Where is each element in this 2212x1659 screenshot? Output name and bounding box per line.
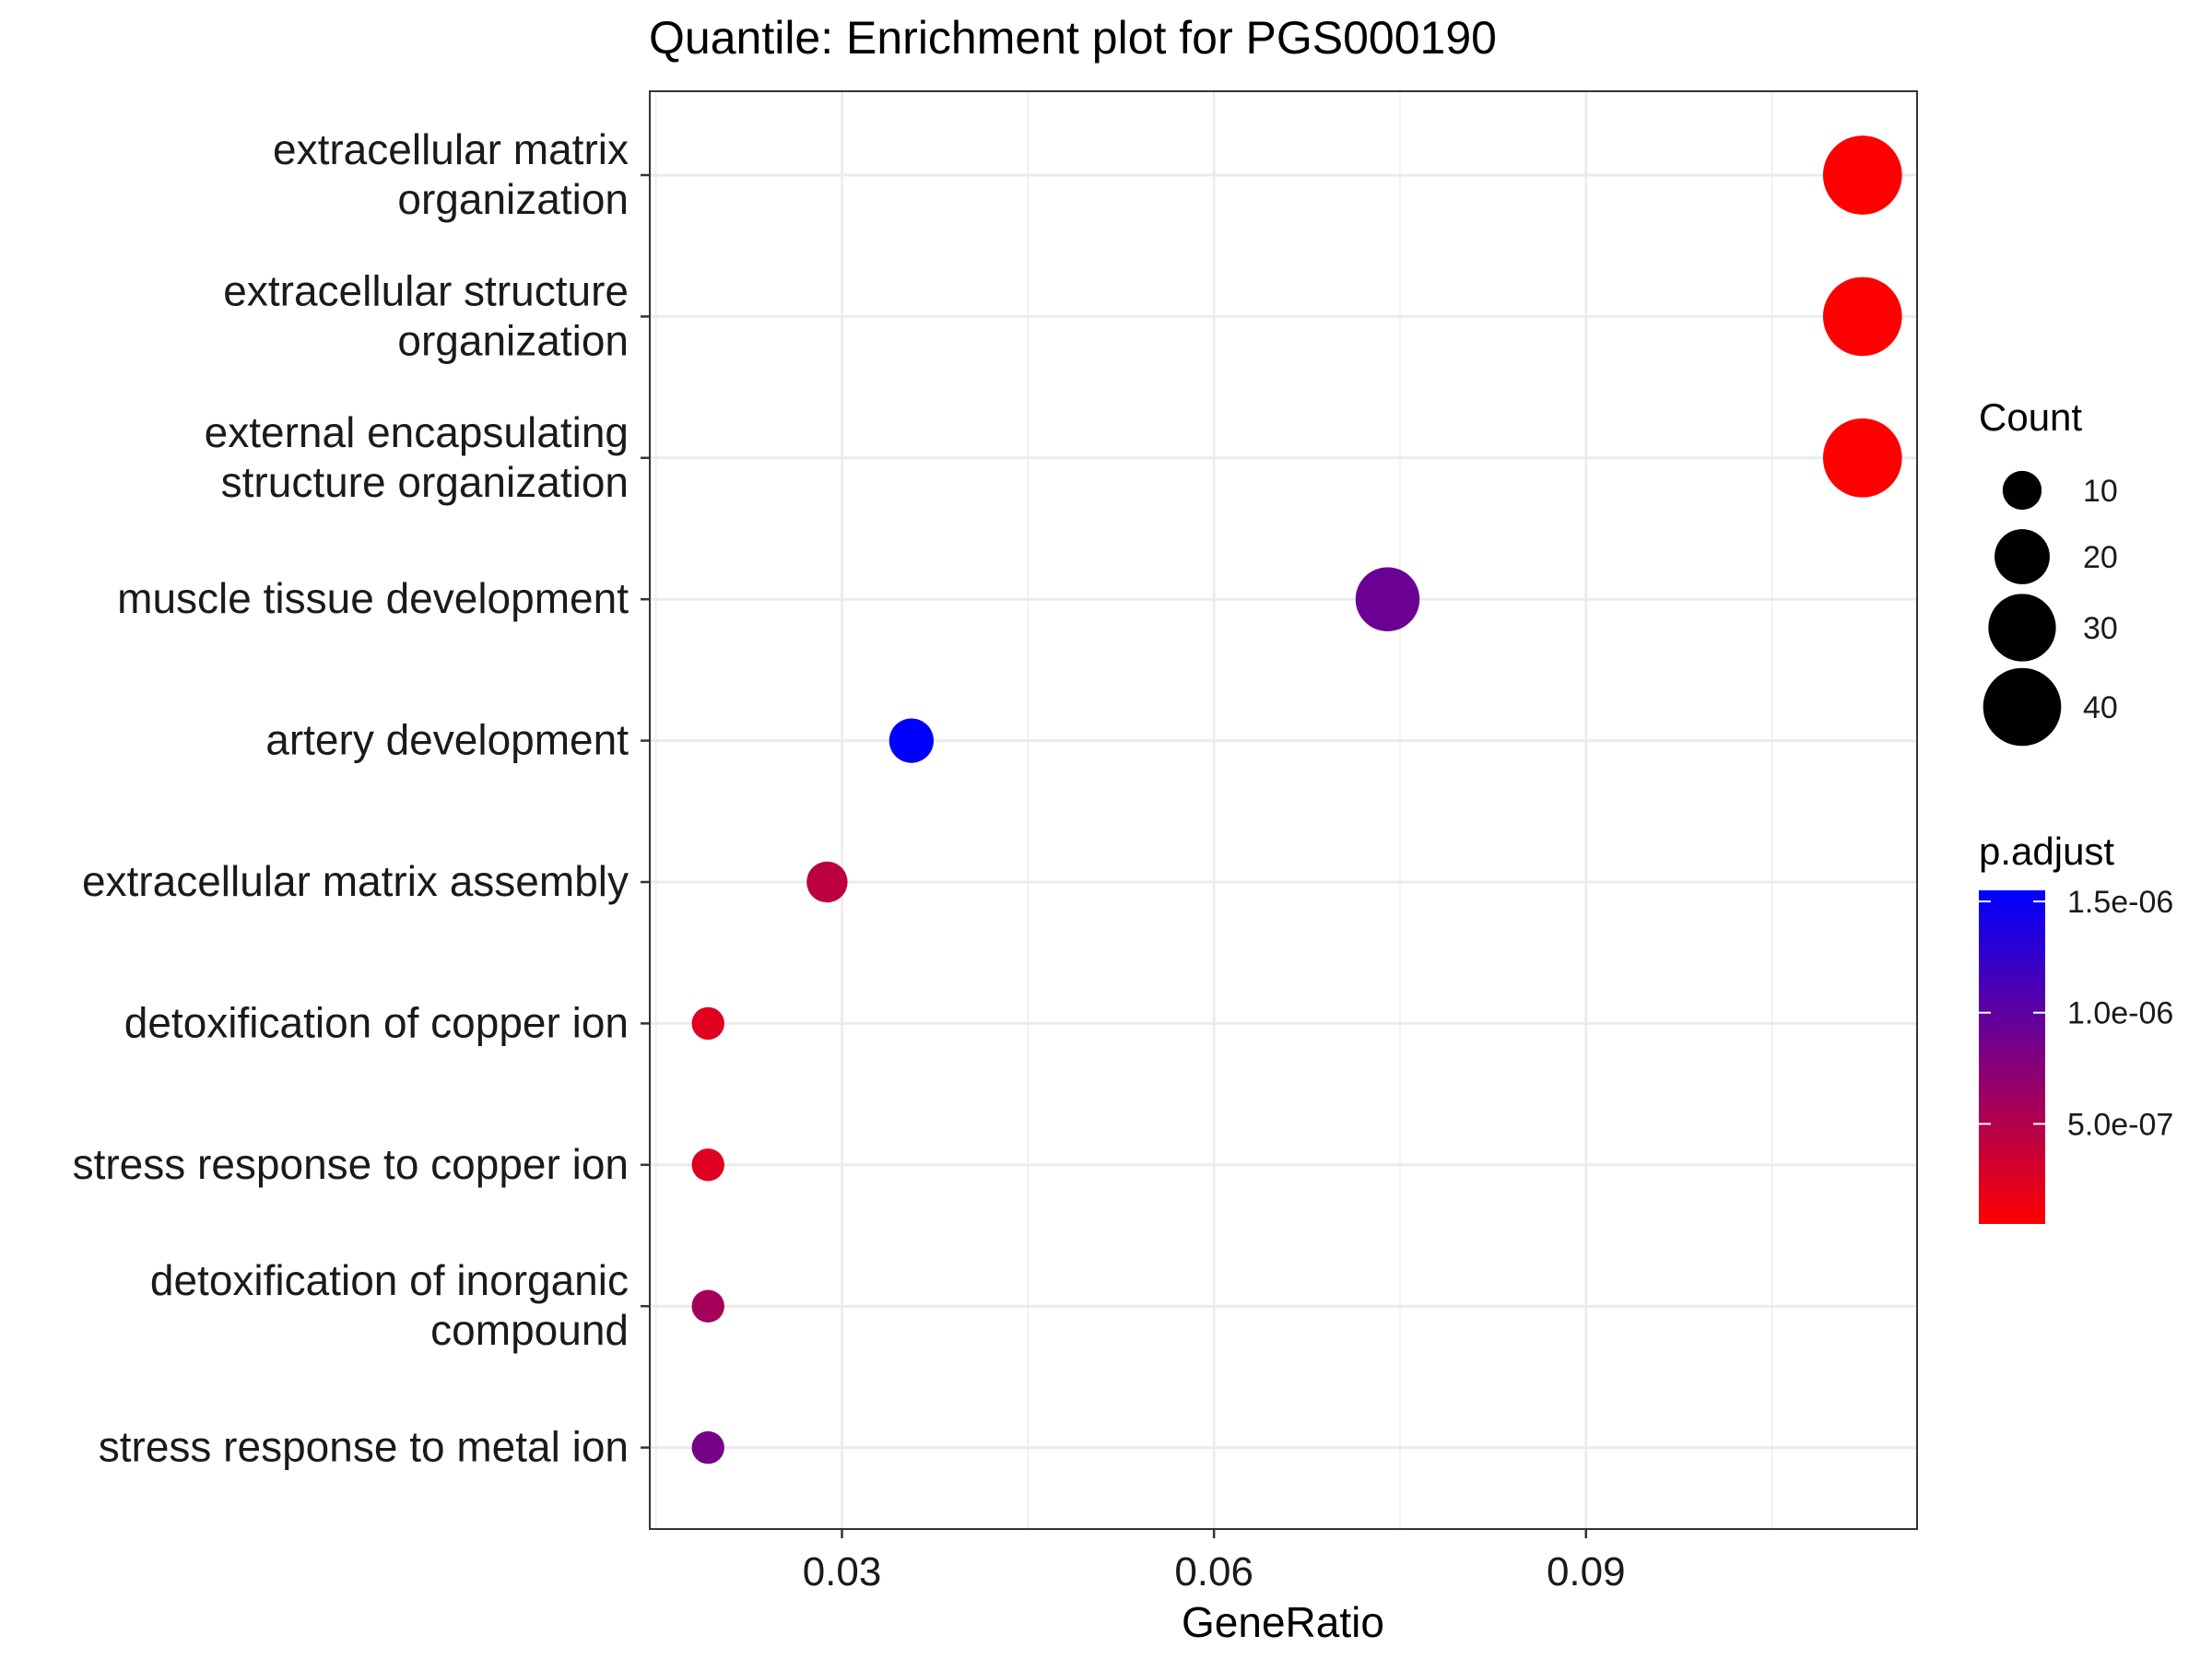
size-legend-title: Count: [1979, 395, 2082, 439]
y-tick-label: extracellular matrix assembly: [82, 857, 629, 905]
size-legend: Count 10 20 30 40: [1979, 395, 2118, 747]
y-tick-label: stress response to copper ion: [73, 1140, 629, 1188]
data-points: [691, 135, 1902, 1465]
color-legend-label: 5.0e-07: [2067, 1107, 2173, 1142]
color-legend-title: p.adjust: [1979, 830, 2114, 873]
y-tick-label: extracellular structure: [223, 266, 629, 314]
x-axis-label: GeneRatio: [1182, 1598, 1384, 1646]
data-point: [1822, 418, 1902, 498]
size-legend-label: 40: [2083, 690, 2118, 725]
x-axis: 0.03 0.06 0.09: [803, 1529, 1626, 1594]
color-legend: p.adjust 1.5e-06 1.0e-06 5.0e-07: [1979, 830, 2173, 1224]
y-tick-label: structure organization: [221, 458, 629, 506]
y-tick-label: stress response to metal ion: [99, 1423, 629, 1471]
y-tick-label: detoxification of copper ion: [124, 998, 629, 1046]
plot-panel-border: [649, 90, 1918, 1530]
size-legend-key: [1983, 667, 2062, 747]
y-tick-label: extracellular matrix: [273, 125, 629, 173]
data-point: [691, 1430, 724, 1465]
color-bar: [1979, 890, 2045, 1224]
size-legend-label: 20: [2083, 540, 2118, 575]
y-tick-label: compound: [430, 1306, 629, 1354]
data-point: [1355, 567, 1420, 631]
data-point: [691, 1006, 724, 1041]
size-legend-key: [1994, 529, 2050, 584]
y-tick-label: artery development: [265, 716, 629, 764]
y-tick-label: muscle tissue development: [117, 574, 629, 622]
data-point: [888, 718, 935, 763]
y-tick-label: organization: [397, 316, 629, 364]
color-legend-label: 1.0e-06: [2067, 996, 2173, 1031]
y-tick-label: detoxification of inorganic: [150, 1256, 629, 1304]
x-tick-label: 0.03: [803, 1549, 882, 1594]
y-tick-label: organization: [397, 175, 629, 223]
data-point: [806, 861, 848, 903]
x-tick-label: 0.06: [1174, 1549, 1253, 1594]
chart-title: Quantile: Enrichment plot for PGS000190: [649, 12, 1497, 64]
x-tick-label: 0.09: [1547, 1549, 1626, 1594]
data-point: [691, 1289, 724, 1323]
data-point: [691, 1148, 724, 1182]
y-axis: extracellular matrixorganizationextracel…: [73, 125, 650, 1471]
data-point: [1822, 276, 1902, 357]
size-legend-key: [2002, 470, 2042, 511]
size-legend-label: 10: [2083, 474, 2118, 509]
grid-lines: [650, 91, 1917, 1529]
data-point: [1822, 135, 1902, 215]
size-legend-label: 30: [2083, 611, 2118, 646]
y-tick-label: external encapsulating: [205, 408, 629, 456]
plot-panel: [650, 91, 1917, 1529]
size-legend-key: [1988, 594, 2056, 662]
color-legend-label: 1.5e-06: [2067, 885, 2173, 920]
